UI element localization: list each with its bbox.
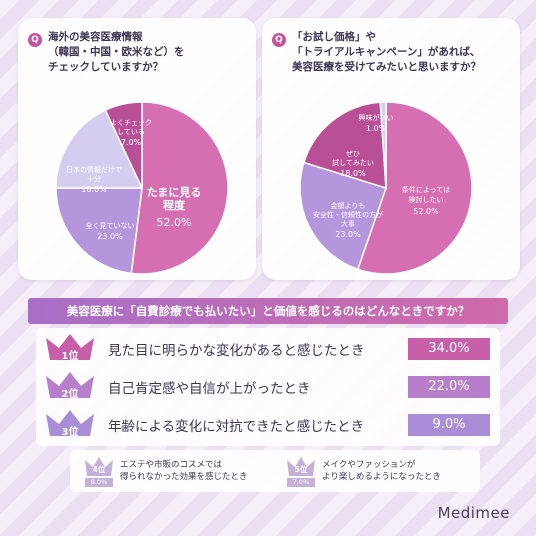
rank-value: 34.0% <box>408 338 490 360</box>
rank-value: 7.0% <box>287 478 315 487</box>
rank-number: 2位 <box>61 389 79 400</box>
pie-slice-value: 23.0% <box>335 230 361 239</box>
rank-text: 自己肯定感や自信が上がったとき <box>108 381 311 397</box>
pie-slice-value: 23.0% <box>97 232 123 241</box>
pie-slice-label: たまに見る程度 <box>147 186 202 212</box>
rank-value: 22.0% <box>408 376 490 398</box>
pie-slice-value: 18.0% <box>81 185 107 194</box>
rank-text: エステや市販のコスメでは 得られなかった効果を感じたとき <box>120 459 248 483</box>
pie-slice <box>302 101 387 190</box>
rank-row-1: 1位 見た目に明らかな変化があると感じたとき 34.0% <box>36 332 500 364</box>
crown-icon: 2位 <box>44 370 96 402</box>
brand-logo: Medimee <box>437 504 510 522</box>
pie-slice-label: 金額よりも安全性・信頼性の方が大事 <box>313 201 383 228</box>
pie-slice-value: 1.0% <box>366 124 387 133</box>
rank-text: 見た目に明らかな変化があると感じたとき <box>108 343 365 359</box>
ranking-title-banner: 美容医療に「自費診療でも払いたい」と価値を感じるのはどんなときですか？ <box>28 298 508 324</box>
rank-item-4: 4位 8.0% エステや市販のコスメでは 得られなかった効果を感じたとき <box>84 454 274 488</box>
rank-value: 9.0% <box>408 414 490 436</box>
question-line: 海外の美容医療情報 <box>48 31 143 43</box>
rank-value: 8.0% <box>85 478 113 487</box>
pie-slice <box>130 101 229 275</box>
pie-slice <box>55 109 144 189</box>
rank-number: 3位 <box>61 427 79 438</box>
crown-icon: 5位 7.0% <box>286 456 316 488</box>
rank-text: 年齢による変化に対抗できたと感じたとき <box>108 419 365 435</box>
rank-text: メイクやファッションが より楽しめるようになったとき <box>322 459 441 483</box>
pie-slice-label: 日本の情報だけで十分 <box>66 165 122 183</box>
rank-text-line: メイクやファッションが <box>322 460 416 470</box>
minor-ranking-panel: 4位 8.0% エステや市販のコスメでは 得られなかった効果を感じたとき 5位 … <box>70 450 480 492</box>
rank-number: 4位 <box>92 465 106 474</box>
pie-slice-label: よくチェックしている <box>110 119 152 136</box>
pie-slice-label: 全く見ていない <box>86 221 135 230</box>
question-card-trial-price: Q 「お試し価格」や 「トライアルキャンペーン」があれば、 美容医療を受けてみた… <box>262 18 520 280</box>
rank-number: 1位 <box>61 351 79 362</box>
rank-item-5: 5位 7.0% メイクやファッションが より楽しめるようになったとき <box>286 454 476 488</box>
question-line: チェックしていますか？ <box>48 61 164 73</box>
pie-chart-overseas-info: たまに見る程度 52.0% 全く見ていない 23.0% 日本の情報だけで十分 18.0% よ… <box>55 101 229 275</box>
pie-slice-value: 52.0% <box>157 216 192 229</box>
ranking-panel: 1位 見た目に明らかな変化があると感じたとき 34.0% 2位 自己肯定感や自信… <box>36 328 500 446</box>
question-header: Q 「お試し価格」や 「トライアルキャンペーン」があれば、 美容医療を受けてみた… <box>272 30 514 75</box>
pie-slice-label: ぜひ試してみたい <box>332 150 374 167</box>
rank-row-3: 3位 年齢による変化に対抗できたと感じたとき 9.0% <box>36 408 500 440</box>
question-line: 美容医療を受けてみたいと思いますか？ <box>292 61 481 73</box>
rank-row-2: 2位 自己肯定感や自信が上がったとき 22.0% <box>36 370 500 402</box>
pie-slice <box>299 161 387 271</box>
crown-icon: 1位 <box>44 332 96 364</box>
question-header: Q 海外の美容医療情報 （韓国・中国・欧米など）を チェックしていますか？ <box>28 30 250 75</box>
question-card-overseas-info: Q 海外の美容医療情報 （韓国・中国・欧米など）を チェックしていますか？ たま… <box>18 18 256 280</box>
pie-slice-value: 52.0% <box>413 207 439 216</box>
question-badge: Q <box>272 33 286 47</box>
rank-text-line: エステや市販のコスメでは <box>120 460 223 470</box>
question-text: 「お試し価格」や 「トライアルキャンペーン」があれば、 美容医療を受けてみたいと… <box>292 30 481 75</box>
pie-slice-label: 条件によっては検討したい <box>402 185 450 204</box>
question-line: 「お試し価格」や <box>292 31 376 43</box>
crown-icon: 4位 8.0% <box>84 456 114 488</box>
rank-text-line: 得られなかった効果を感じたとき <box>120 472 248 482</box>
pie-slice <box>379 101 387 189</box>
pie-slice-value: 7.0% <box>121 138 142 147</box>
pie-slice <box>55 187 143 275</box>
pie-slice-label: 興味がない <box>359 113 394 122</box>
pie-slice <box>104 101 143 189</box>
question-badge: Q <box>28 33 42 47</box>
rank-number: 5位 <box>294 465 308 474</box>
pie-chart-trial-price: 条件によっては検討したい 52.0% 金額よりも安全性・信頼性の方が大事 23.0% ぜ… <box>299 101 473 275</box>
pie-slice-value: 18.0% <box>340 169 366 178</box>
question-text: 海外の美容医療情報 （韓国・中国・欧米など）を チェックしていますか？ <box>48 30 185 75</box>
question-line: 「トライアルキャンペーン」があれば、 <box>292 46 481 58</box>
question-line: （韓国・中国・欧米など）を <box>48 46 185 58</box>
rank-text-line: より楽しめるようになったとき <box>322 472 441 482</box>
crown-icon: 3位 <box>44 408 96 440</box>
